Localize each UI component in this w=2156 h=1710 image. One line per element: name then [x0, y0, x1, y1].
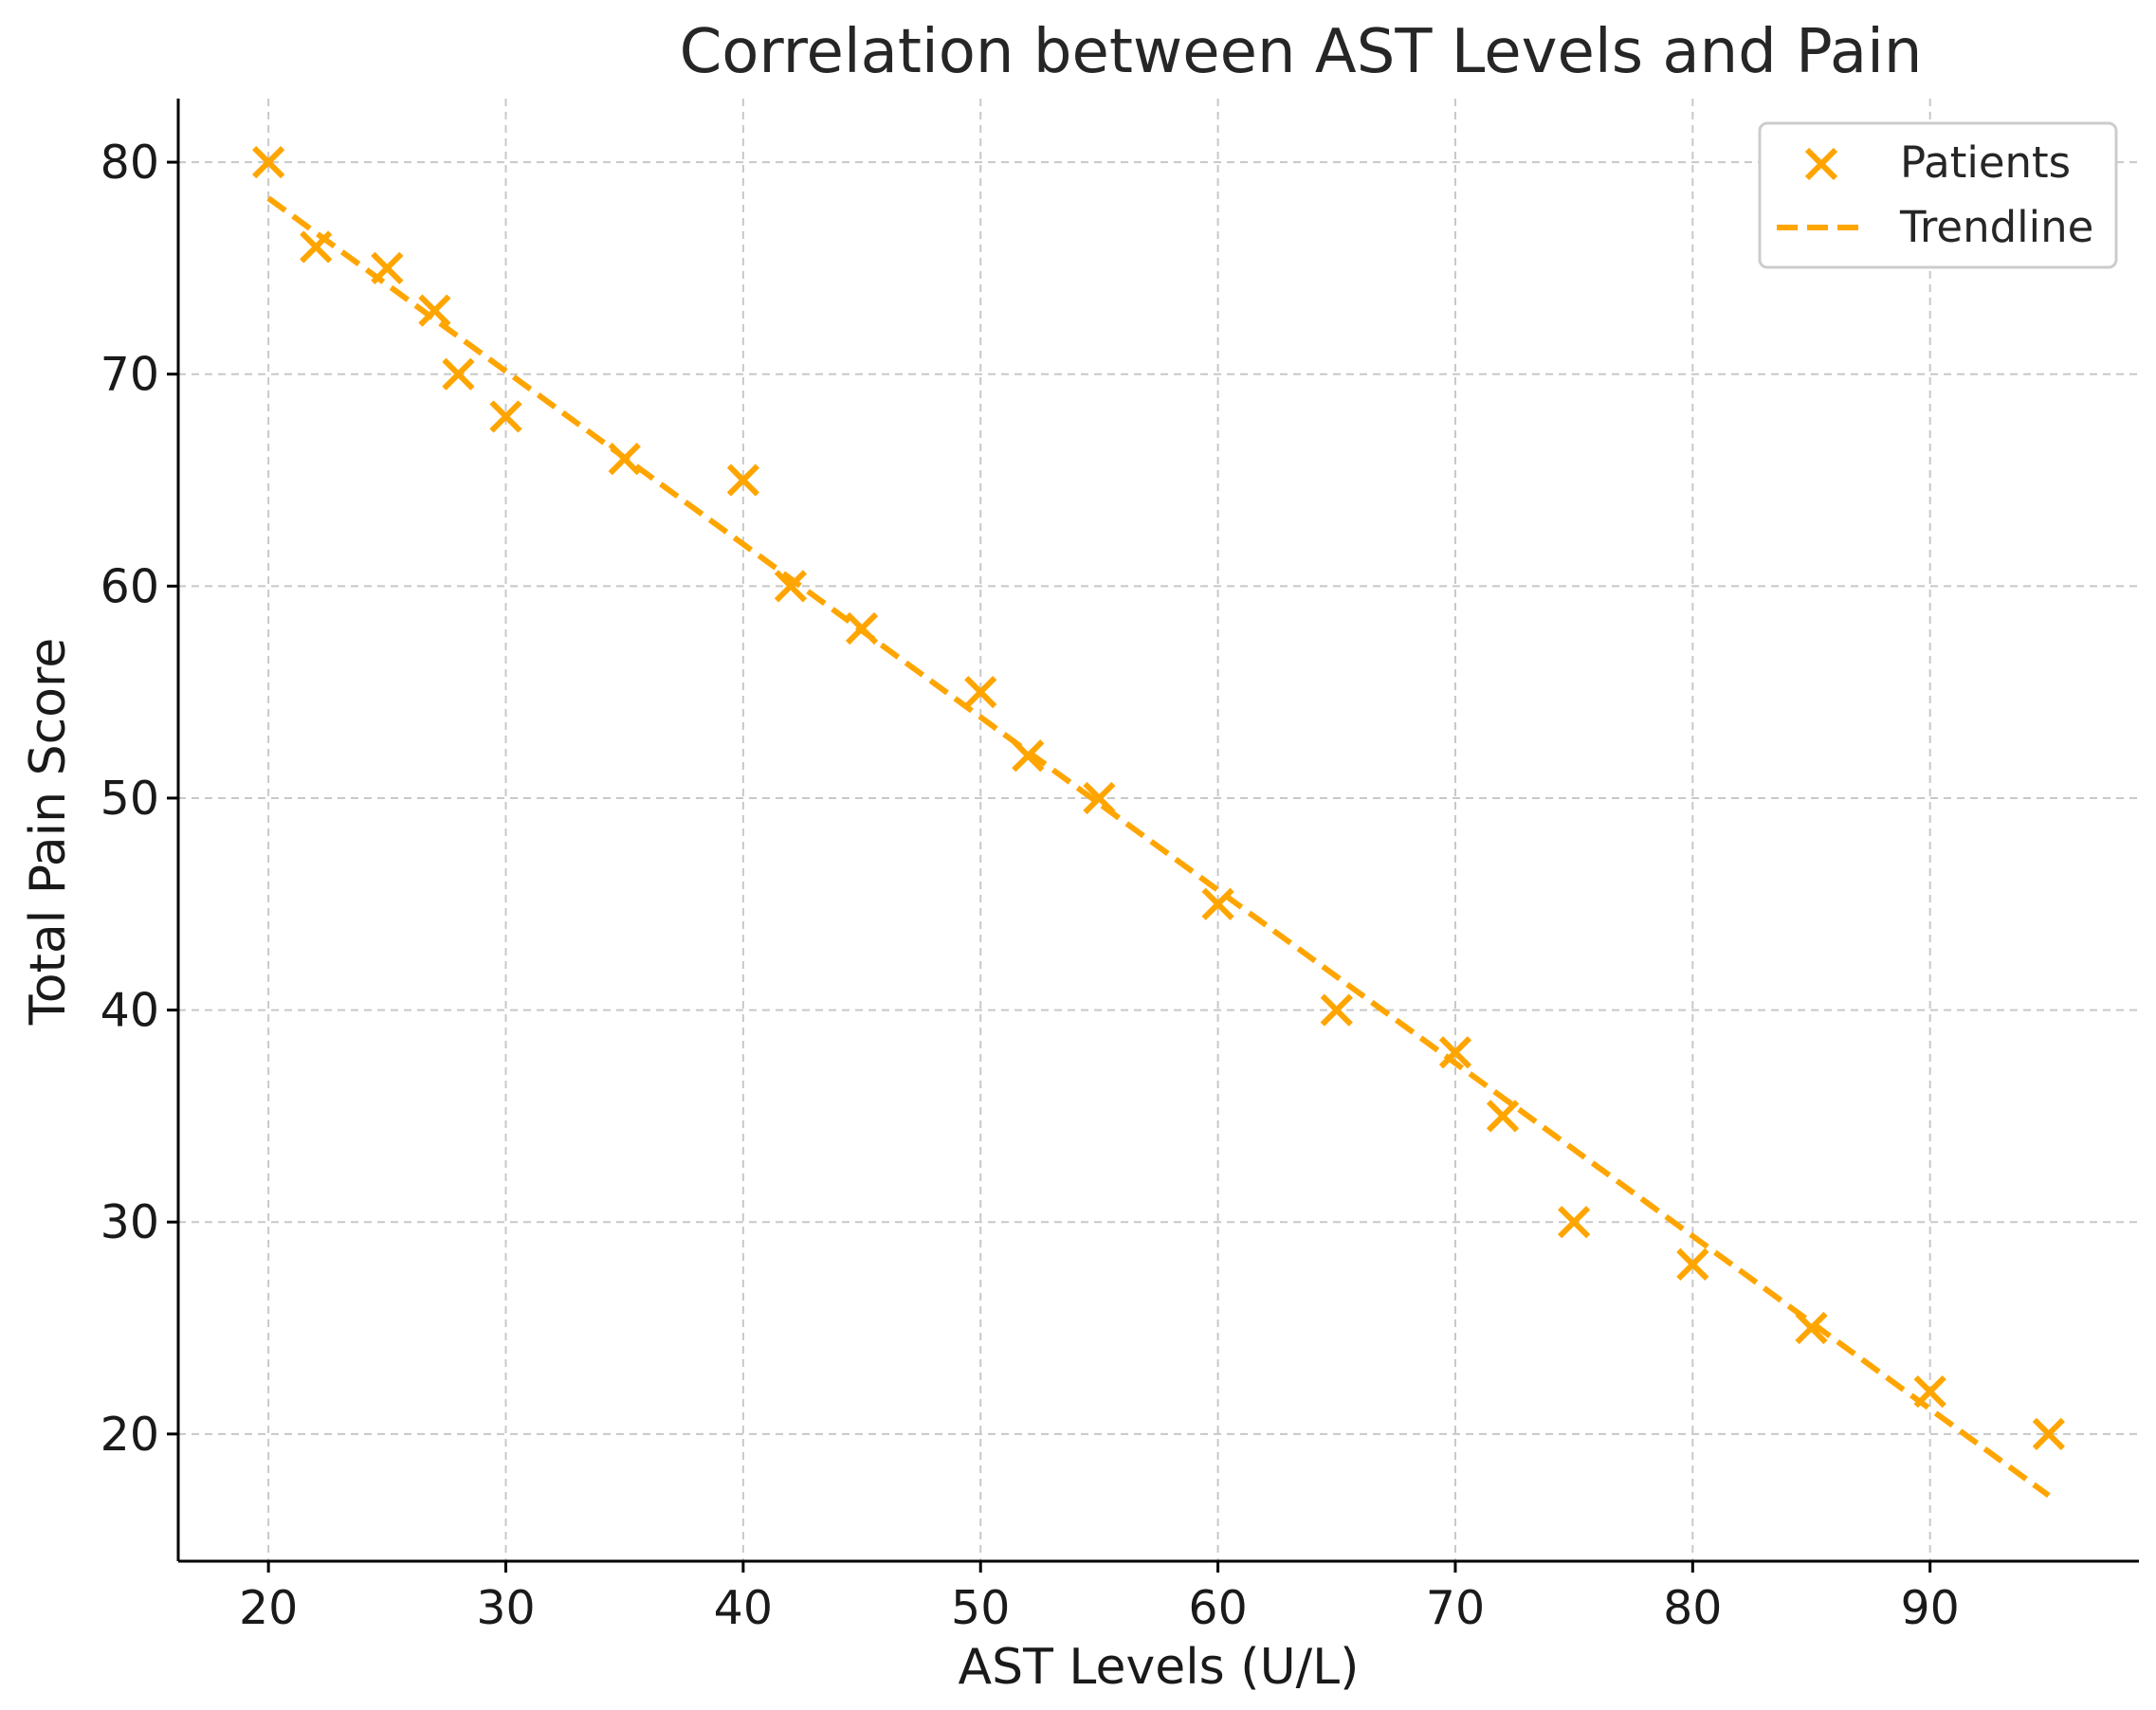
y-tick-label: 30 — [100, 1195, 159, 1249]
data-point — [1201, 887, 1234, 920]
data-point — [1486, 1100, 1520, 1133]
chart-title: Correlation between AST Levels and Pain — [680, 17, 1923, 87]
data-point — [1795, 1311, 1828, 1345]
data-point — [1676, 1247, 1709, 1282]
y-tick-label: 70 — [100, 348, 159, 402]
data-point — [300, 230, 333, 264]
data-point — [1438, 1036, 1472, 1069]
y-tick-label: 50 — [100, 772, 159, 826]
y-tick-label: 40 — [100, 984, 159, 1038]
y-tick-label: 60 — [100, 559, 159, 613]
axes — [176, 99, 2139, 1563]
y-axis-title: Total Pain Score — [20, 638, 77, 1026]
data-point — [442, 357, 475, 391]
x-tick-label: 90 — [1901, 1581, 1960, 1635]
data-point — [371, 251, 404, 285]
data-point — [1083, 781, 1116, 815]
grid-lines — [178, 99, 2139, 1561]
legend: Patients Trendline — [1758, 121, 2118, 269]
legend-label-trendline: Trendline — [1899, 202, 2093, 252]
data-point — [2032, 1417, 2065, 1450]
x-tick-label: 30 — [476, 1581, 535, 1635]
data-point — [252, 145, 285, 179]
x-tick-label: 40 — [714, 1581, 773, 1635]
data-point — [726, 464, 759, 497]
legend-box — [1758, 121, 2118, 269]
data-point — [489, 400, 522, 433]
data-point — [1558, 1206, 1591, 1239]
data-point — [845, 611, 879, 646]
x-axis-title: AST Levels (U/L) — [959, 1639, 1360, 1696]
data-point — [418, 294, 451, 327]
y-tick-label: 20 — [100, 1408, 159, 1462]
y-tick-label: 80 — [100, 136, 159, 190]
x-tick-label: 70 — [1426, 1581, 1485, 1635]
x-tick-label: 60 — [1188, 1581, 1247, 1635]
data-point — [1320, 993, 1353, 1027]
data-point — [964, 676, 997, 709]
x-tick-label: 80 — [1663, 1581, 1722, 1635]
data-point — [774, 570, 808, 603]
data-point — [608, 443, 641, 476]
y-ticks: 20 30 40 50 60 70 80 — [100, 136, 178, 1462]
data-point — [1913, 1374, 1946, 1409]
x-tick-label: 50 — [951, 1581, 1010, 1635]
legend-label-patients: Patients — [1900, 137, 2071, 188]
x-ticks: 20 30 40 50 60 70 80 90 — [239, 1561, 1960, 1635]
trendline-layer — [266, 195, 2051, 1499]
trendline — [266, 195, 2051, 1499]
x-tick-label: 20 — [239, 1581, 298, 1635]
data-point — [1012, 739, 1045, 773]
points-layer — [252, 145, 2065, 1450]
legend-patients-marker — [1804, 147, 1838, 181]
